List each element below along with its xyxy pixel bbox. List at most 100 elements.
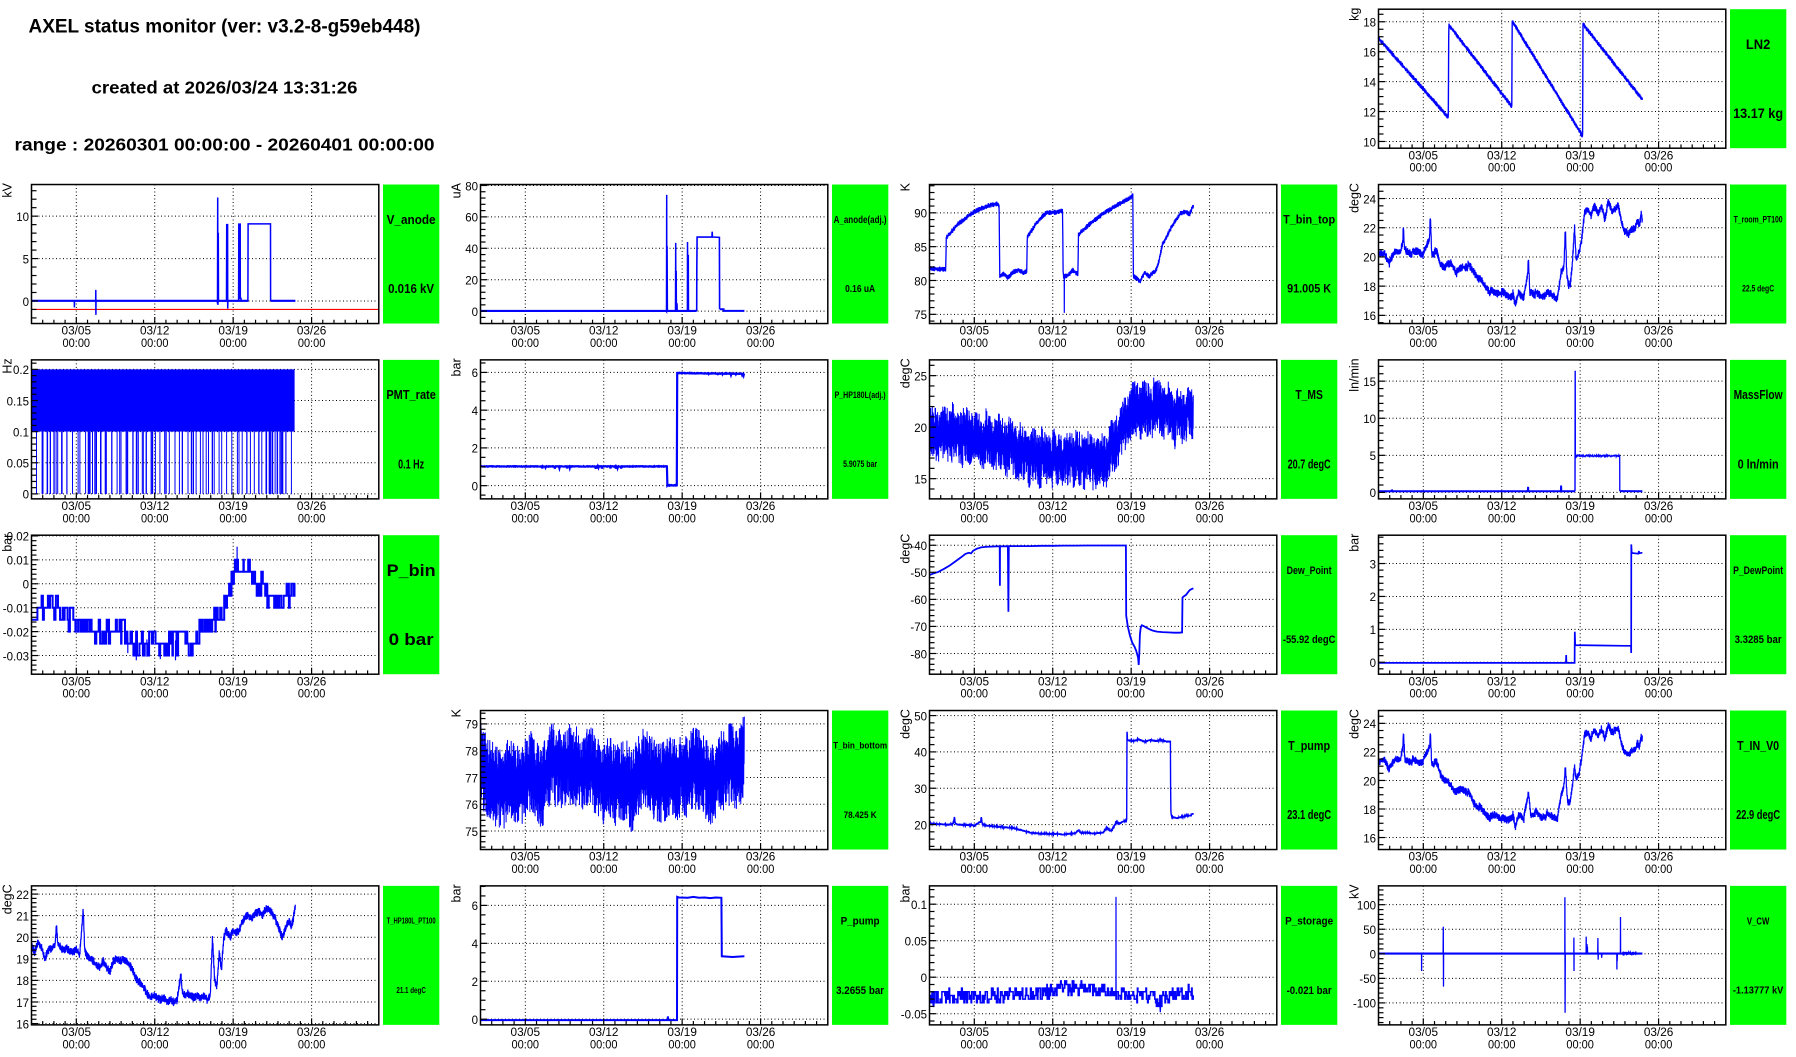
svg-text:00:00: 00:00 xyxy=(1488,1039,1516,1051)
svg-text:03/05: 03/05 xyxy=(62,1027,92,1039)
svg-text:bar: bar xyxy=(450,884,464,902)
svg-text:00:00: 00:00 xyxy=(298,338,326,350)
svg-text:00:00: 00:00 xyxy=(1645,513,1673,525)
svg-text:40: 40 xyxy=(914,748,927,760)
svg-text:00:00: 00:00 xyxy=(1488,513,1516,525)
svg-text:00:00: 00:00 xyxy=(1645,1039,1673,1051)
svg-text:03/26: 03/26 xyxy=(1644,150,1674,162)
svg-text:T_pump: T_pump xyxy=(1288,739,1330,753)
svg-text:00:00: 00:00 xyxy=(1196,1039,1224,1051)
svg-text:5: 5 xyxy=(23,254,29,266)
svg-text:03/12: 03/12 xyxy=(1038,326,1068,338)
svg-text:-80: -80 xyxy=(910,649,927,661)
svg-text:Hz: Hz xyxy=(1,358,15,373)
svg-text:PMT_rate: PMT_rate xyxy=(386,388,436,402)
svg-text:22: 22 xyxy=(1363,748,1376,760)
svg-text:-50: -50 xyxy=(1359,974,1376,986)
svg-text:-70: -70 xyxy=(910,622,927,634)
svg-text:00:00: 00:00 xyxy=(1117,1039,1145,1051)
svg-text:00:00: 00:00 xyxy=(141,338,169,350)
svg-text:00:00: 00:00 xyxy=(219,338,247,350)
svg-text:20: 20 xyxy=(465,276,478,288)
svg-text:03/12: 03/12 xyxy=(589,852,619,864)
svg-text:uA: uA xyxy=(450,182,464,198)
svg-text:0: 0 xyxy=(1370,658,1376,670)
svg-text:03/12: 03/12 xyxy=(1487,326,1517,338)
svg-text:00:00: 00:00 xyxy=(961,864,989,876)
svg-text:16: 16 xyxy=(1363,311,1376,323)
svg-text:75: 75 xyxy=(914,310,927,322)
svg-text:24: 24 xyxy=(1363,719,1376,731)
svg-text:03/26: 03/26 xyxy=(1195,852,1225,864)
svg-text:20: 20 xyxy=(914,820,927,832)
svg-text:23.1 degC: 23.1 degC xyxy=(1287,808,1331,822)
svg-text:03/12: 03/12 xyxy=(140,501,170,513)
svg-text:03/26: 03/26 xyxy=(297,676,327,688)
svg-text:0.1: 0.1 xyxy=(13,427,29,439)
svg-text:03/05: 03/05 xyxy=(511,1027,541,1039)
svg-text:03/12: 03/12 xyxy=(1038,501,1068,513)
svg-text:-60: -60 xyxy=(910,595,927,607)
svg-text:100: 100 xyxy=(1357,900,1376,912)
svg-text:78: 78 xyxy=(465,747,478,759)
svg-text:00:00: 00:00 xyxy=(1488,338,1516,350)
svg-text:1: 1 xyxy=(1370,625,1376,637)
svg-text:00:00: 00:00 xyxy=(1039,338,1067,350)
svg-text:10: 10 xyxy=(1363,137,1376,149)
svg-text:degC: degC xyxy=(1,884,15,914)
svg-text:76: 76 xyxy=(465,800,478,812)
svg-text:03/12: 03/12 xyxy=(1038,1027,1068,1039)
svg-text:00:00: 00:00 xyxy=(590,1039,618,1051)
svg-text:0 bar: 0 bar xyxy=(389,630,434,649)
svg-text:0.01: 0.01 xyxy=(7,556,29,568)
svg-text:00:00: 00:00 xyxy=(961,689,989,701)
svg-text:V_CW: V_CW xyxy=(1747,916,1770,927)
svg-text:03/19: 03/19 xyxy=(1565,501,1595,513)
svg-text:30: 30 xyxy=(914,784,927,796)
svg-text:12: 12 xyxy=(1363,107,1376,119)
svg-text:10: 10 xyxy=(1363,414,1376,426)
svg-text:21: 21 xyxy=(16,911,29,923)
svg-text:20: 20 xyxy=(1363,253,1376,265)
svg-text:degC: degC xyxy=(899,709,913,739)
svg-text:03/12: 03/12 xyxy=(1487,501,1517,513)
svg-text:AXEL status monitor (ver: v3.2: AXEL status monitor (ver: v3.2-8-g59eb44… xyxy=(29,17,421,38)
svg-text:00:00: 00:00 xyxy=(512,1039,540,1051)
svg-text:P_bin: P_bin xyxy=(387,561,436,580)
svg-text:LN2: LN2 xyxy=(1746,36,1771,52)
svg-text:78.425 K: 78.425 K xyxy=(844,810,877,821)
svg-text:18: 18 xyxy=(1363,805,1376,817)
svg-text:0: 0 xyxy=(472,481,478,493)
svg-text:00:00: 00:00 xyxy=(1196,338,1224,350)
svg-text:P_HP180L(adj.): P_HP180L(adj.) xyxy=(835,390,886,400)
svg-text:00:00: 00:00 xyxy=(512,513,540,525)
svg-text:00:00: 00:00 xyxy=(63,338,91,350)
svg-text:bar: bar xyxy=(899,884,913,902)
svg-text:00:00: 00:00 xyxy=(1645,864,1673,876)
svg-text:bar: bar xyxy=(1348,534,1362,552)
svg-text:00:00: 00:00 xyxy=(141,689,169,701)
svg-text:40: 40 xyxy=(465,244,478,256)
svg-text:03/12: 03/12 xyxy=(589,326,619,338)
svg-text:03/05: 03/05 xyxy=(62,676,92,688)
svg-text:00:00: 00:00 xyxy=(1196,864,1224,876)
svg-text:03/26: 03/26 xyxy=(297,501,327,513)
svg-text:0: 0 xyxy=(23,490,29,502)
svg-text:00:00: 00:00 xyxy=(1196,689,1224,701)
svg-text:03/12: 03/12 xyxy=(1038,852,1068,864)
svg-text:03/12: 03/12 xyxy=(589,1027,619,1039)
svg-text:03/19: 03/19 xyxy=(1565,1027,1595,1039)
svg-text:T_bin_top: T_bin_top xyxy=(1283,213,1335,227)
svg-text:03/26: 03/26 xyxy=(1195,1027,1225,1039)
svg-text:16: 16 xyxy=(16,1019,29,1031)
svg-text:75: 75 xyxy=(465,827,478,839)
svg-text:03/19: 03/19 xyxy=(1565,852,1595,864)
svg-text:03/05: 03/05 xyxy=(960,326,990,338)
svg-text:03/19: 03/19 xyxy=(218,676,248,688)
svg-text:03/26: 03/26 xyxy=(746,326,776,338)
svg-text:0.15: 0.15 xyxy=(7,396,29,408)
svg-text:A_anode(adj.): A_anode(adj.) xyxy=(834,215,887,226)
svg-text:03/19: 03/19 xyxy=(1116,676,1146,688)
svg-text:0: 0 xyxy=(1370,488,1376,500)
svg-text:degC: degC xyxy=(1348,709,1362,739)
